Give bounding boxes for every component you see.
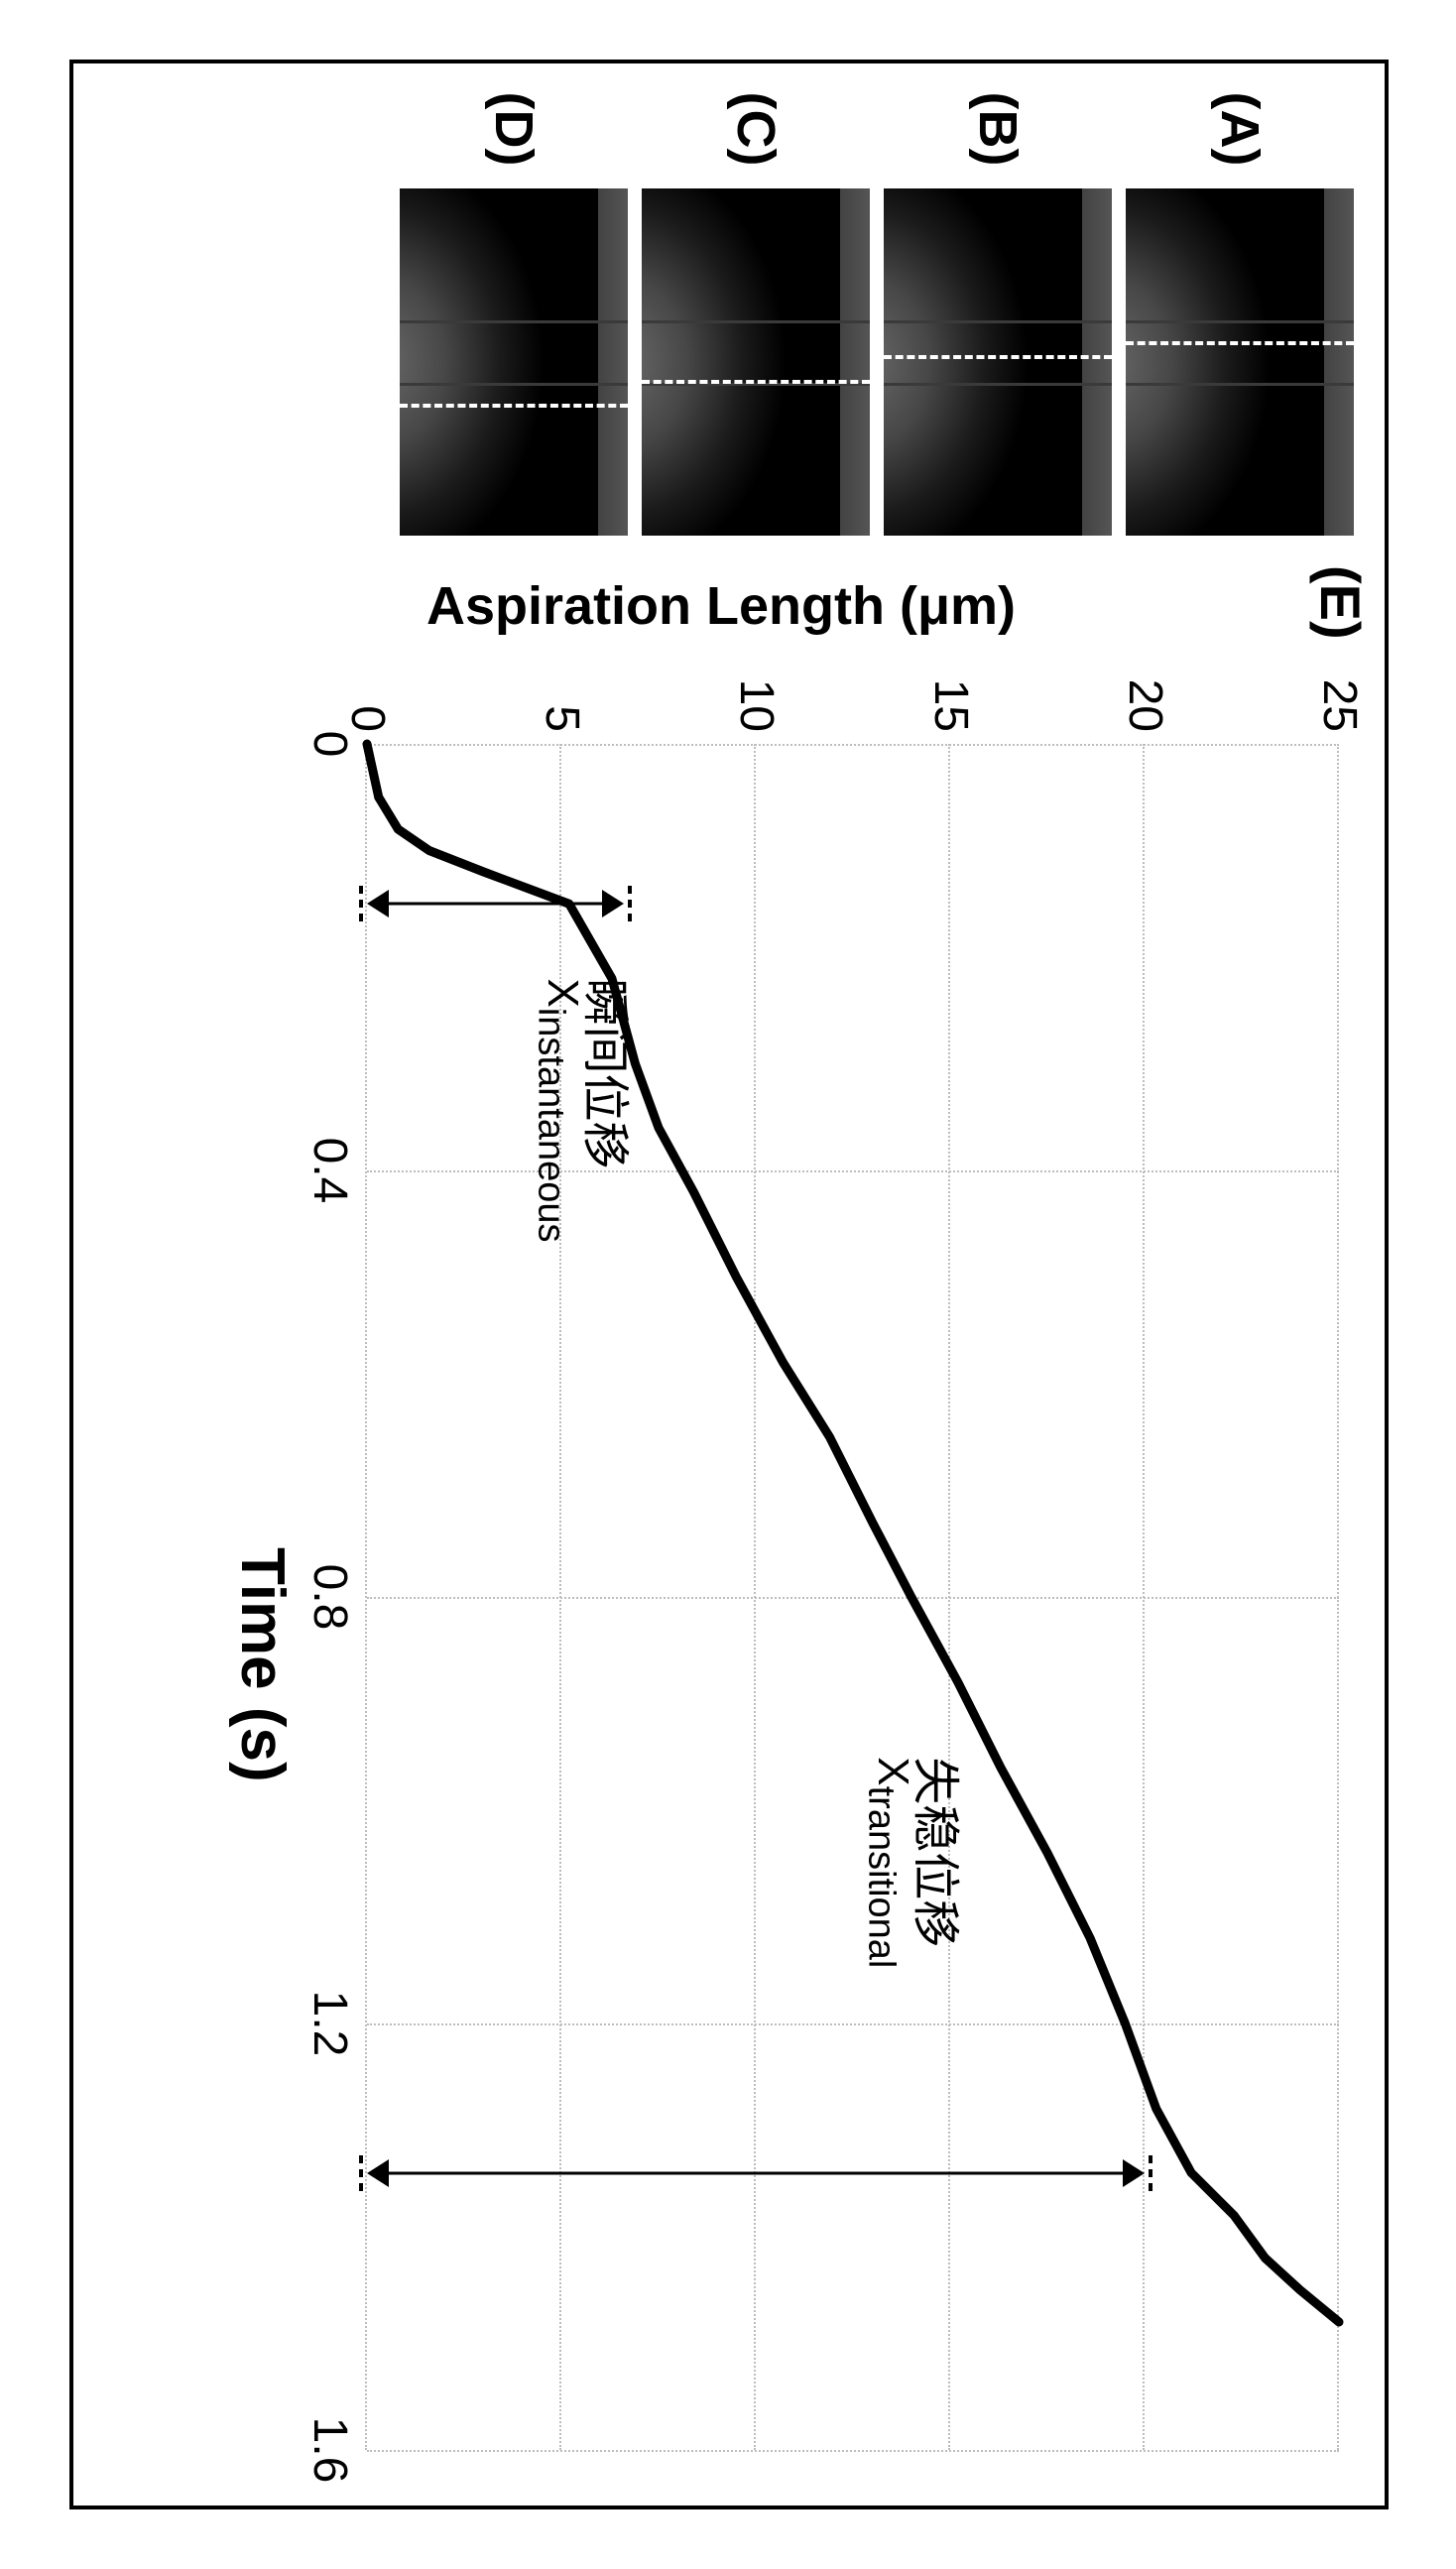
photo-panels: (A) (B) (C) [400, 79, 1354, 536]
panel-a: (A) [1126, 79, 1354, 536]
photo-c [642, 188, 870, 536]
y-tick-label: 15 [923, 663, 978, 732]
panel-b: (B) [884, 79, 1112, 536]
panel-d: (D) [400, 79, 628, 536]
chart-panel-label: (E) [1308, 565, 1373, 640]
x-axis-label: Time (s) [227, 1547, 298, 1782]
panel-label-b: (B) [967, 79, 1029, 179]
x-tick-label: 0.8 [303, 1552, 357, 1642]
panel-c: (C) [642, 79, 870, 536]
y-tick-label: 25 [1312, 663, 1367, 732]
y-axis-label: Aspiration Length (μm) [426, 575, 1016, 637]
panel-label-c: (C) [725, 79, 787, 179]
y-tick-label: 10 [729, 663, 784, 732]
chart-e: (E) Aspiration Length (μm) Time (s) 瞬间位移… [89, 555, 1369, 2490]
x-tick-label: 0 [303, 699, 357, 789]
panel-label-d: (D) [483, 79, 545, 179]
annotation-text-en: Xtransitional [859, 1757, 916, 1968]
plot-area: 瞬间位移Xinstantaneous失稳位移Xtransitional [367, 744, 1339, 2450]
x-tick-label: 1.6 [303, 2405, 357, 2495]
y-tick-label: 20 [1118, 663, 1172, 732]
x-tick-label: 0.4 [303, 1126, 357, 1215]
y-tick-label: 5 [535, 663, 589, 732]
annotation-text-en: Xinstantaneous [529, 979, 586, 1243]
photo-a [1126, 188, 1354, 536]
photo-d [400, 188, 628, 536]
x-tick-label: 1.2 [303, 1979, 357, 2068]
panel-label-a: (A) [1209, 79, 1271, 179]
figure-rotated: (A) (B) (C) [89, 79, 1369, 2490]
photo-b [884, 188, 1112, 536]
